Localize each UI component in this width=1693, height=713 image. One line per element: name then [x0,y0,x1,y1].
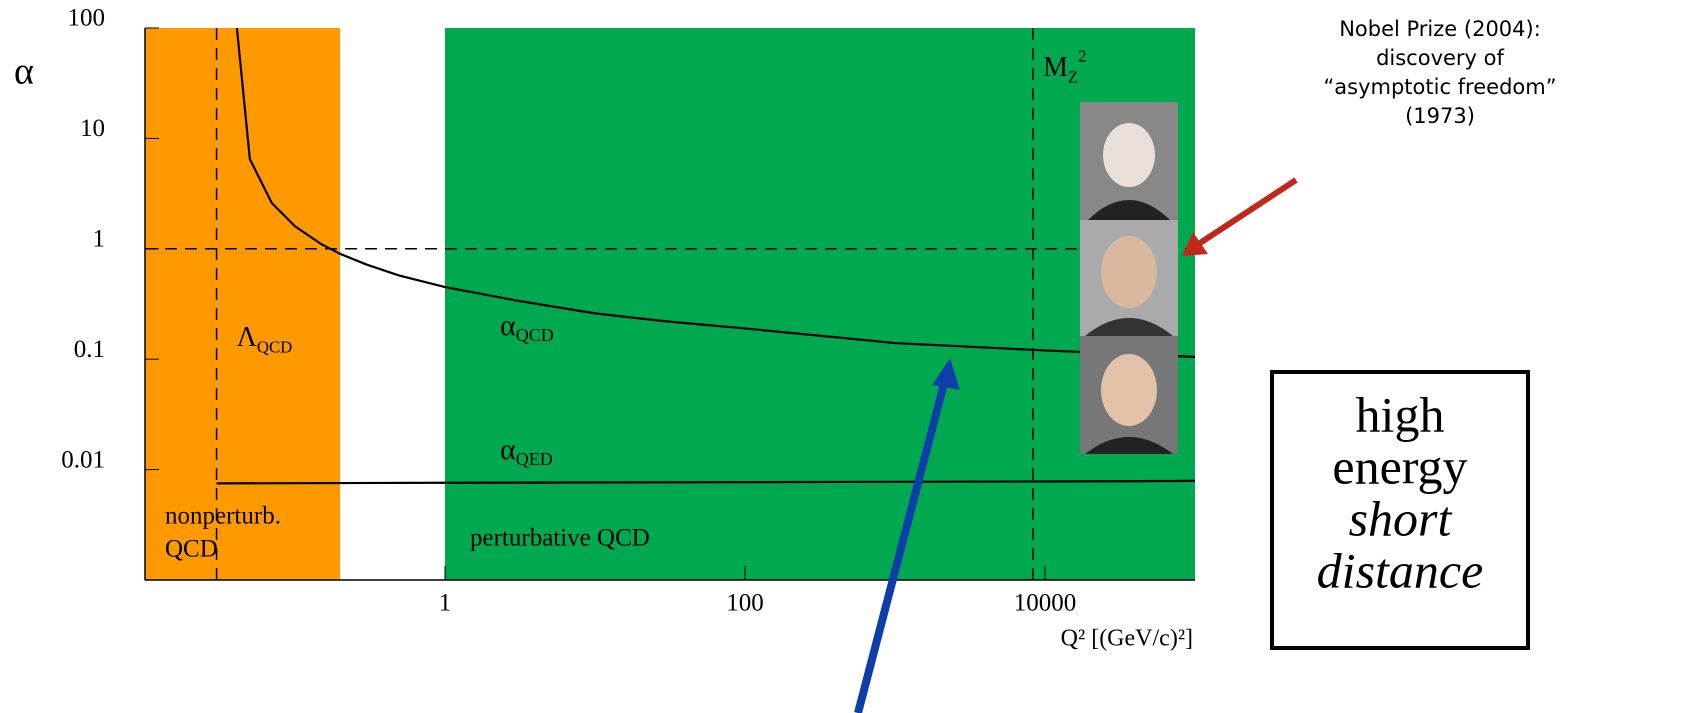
nobel-text: discovery of [1376,46,1504,70]
reference-label-main: M [1043,52,1068,83]
y-tick-label: 10 [80,115,105,142]
y-tick-label: 0.1 [74,336,105,363]
y-tick-label: 100 [68,5,106,32]
reference-label-main: Λ [237,322,258,353]
red-arrow [1182,180,1296,256]
box-text-italic: short [1349,490,1453,546]
y-tick-label: 1 [93,226,106,253]
page: {"chart_data": { "type": "line", "xscale… [0,0,1693,713]
series-label-sub: QCD [516,325,554,345]
nobel-text: “asymptotic freedom” [1323,75,1556,99]
region [145,28,340,580]
reference-label-sup: 2 [1078,46,1086,65]
x-tick-label: 10000 [1014,590,1077,617]
reference-label-sub: QCD [257,337,292,356]
box-text-italic: distance [1317,542,1484,598]
region-label: QCD [165,536,218,563]
x-tick-label: 100 [726,590,764,617]
x-tick-label: 1 [439,590,452,617]
nobel-text: Nobel Prize (2004): [1339,17,1541,41]
y-axis-label: α [14,51,34,93]
chart: nonperturb. QCD perturbative QCD 0.01 0.1 1 10… [0,0,1693,713]
box-text: high [1356,386,1445,442]
y-tick-label: 0.01 [61,446,105,473]
box-text: energy [1332,438,1467,494]
region-label: perturbative QCD [470,525,650,552]
region-label: nonperturb. [165,503,281,530]
series-label-sub: QED [516,449,553,469]
x-axis-label: Q² [(GeV/c)²] [1061,626,1193,652]
series-label-main: α [500,433,516,466]
reference-label-sub: Z [1068,67,1078,86]
nobel-text: (1973) [1405,104,1475,128]
photos [1080,102,1178,454]
series-label-main: α [500,309,516,342]
